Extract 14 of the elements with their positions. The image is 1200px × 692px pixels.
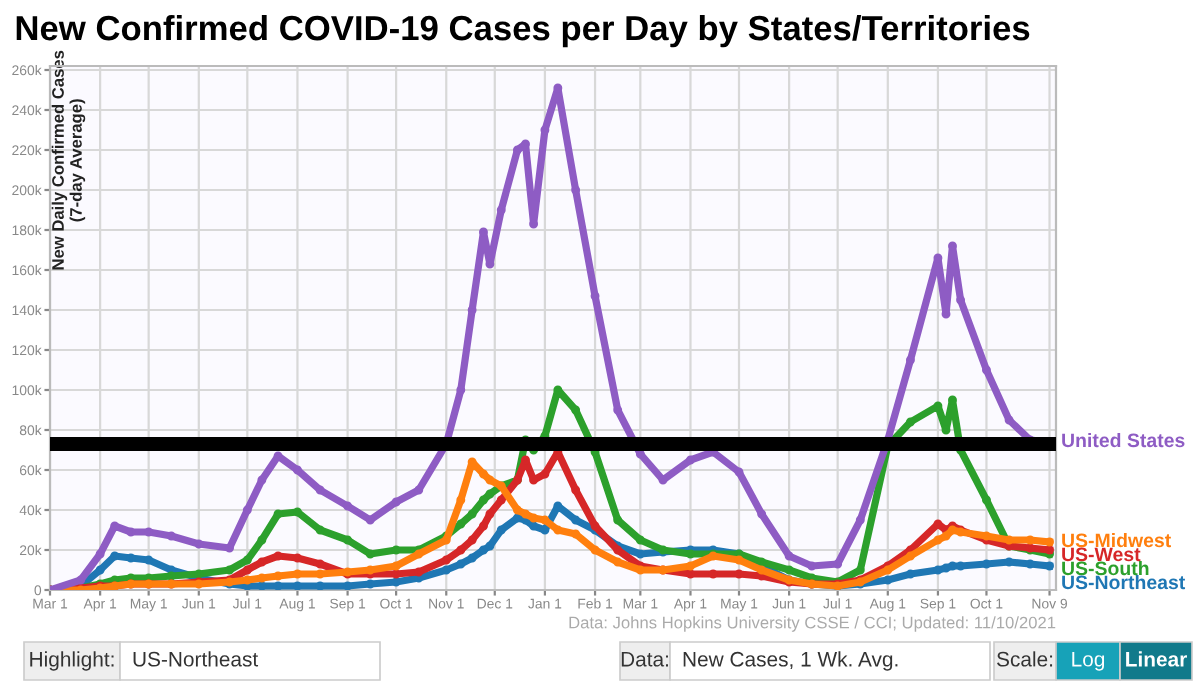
- text: Data: Johns Hopkins University CSSE / CCI; Updated: 11/10/2021: [569, 616, 1056, 632]
- text: Highlight:: [30, 651, 114, 671]
- series-label: US-South: [1062, 560, 1149, 576]
- text: US-Northeast: [133, 651, 259, 667]
- text: Data:: [621, 652, 668, 667]
- text: Linear: [1126, 651, 1187, 667]
- chart-title: New Confirmed COVID-19 Cases per Day by States/Territories: [16, 14, 1030, 48]
- text: New Cases, 1 Wk. Avg.: [683, 651, 898, 671]
- series-label: US-Northeast: [1062, 574, 1186, 590]
- series-label: US-Midwest: [1062, 532, 1171, 548]
- text: Scale:: [997, 651, 1053, 667]
- series-label: United States: [1062, 432, 1185, 448]
- text: Log: [1072, 652, 1105, 671]
- series-label: US-West: [1062, 547, 1141, 562]
